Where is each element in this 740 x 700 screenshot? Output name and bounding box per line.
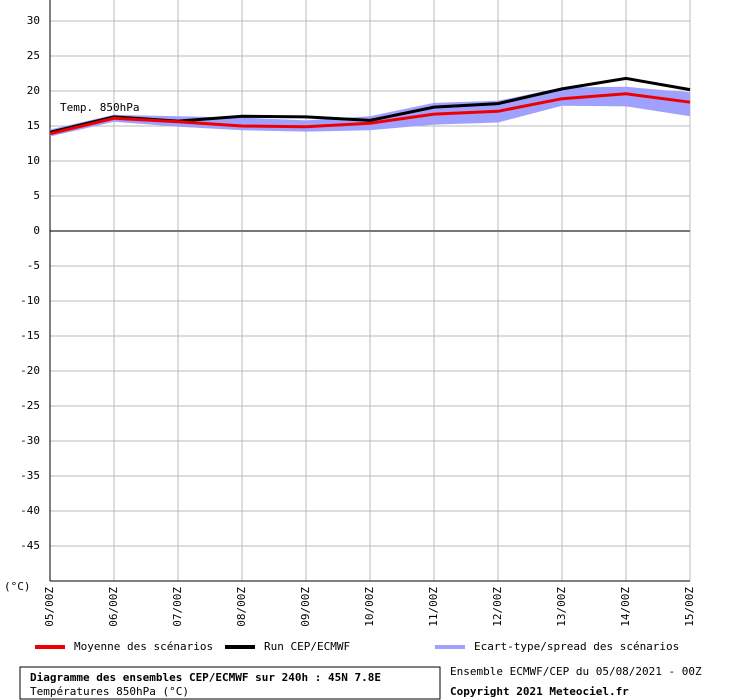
y-tick-label: 30: [27, 14, 40, 27]
y-tick-label: 20: [27, 84, 40, 97]
x-tick-label: 11/00Z: [427, 587, 440, 627]
y-unit: (°C): [4, 580, 31, 593]
x-tick-label: 07/00Z: [171, 587, 184, 627]
x-tick-label: 05/00Z: [43, 587, 56, 627]
legend-label: Ecart-type/spread des scénarios: [474, 640, 679, 653]
footer-box: [19, 666, 441, 700]
y-tick-label: -25: [20, 399, 40, 412]
x-tick-label: 09/00Z: [299, 587, 312, 627]
x-tick-label: 08/00Z: [235, 587, 248, 627]
y-tick-label: 0: [33, 224, 40, 237]
x-tick-label: 12/00Z: [491, 587, 504, 627]
x-tick-label: 13/00Z: [555, 587, 568, 627]
x-tick-label: 15/00Z: [683, 587, 696, 627]
footer-subtitle: Températures 850hPa (°C): [30, 685, 189, 698]
legend-label: Run CEP/ECMWF: [264, 640, 350, 653]
x-tick-label: 10/00Z: [363, 587, 376, 627]
y-tick-label: -5: [27, 259, 40, 272]
y-tick-label: 10: [27, 154, 40, 167]
footer-run: Ensemble ECMWF/CEP du 05/08/2021 - 00Z: [450, 665, 702, 678]
y-tick-label: 25: [27, 49, 40, 62]
annotation: Temp. 850hPa: [60, 101, 139, 114]
y-tick-label: -30: [20, 434, 40, 447]
y-tick-label: -20: [20, 364, 40, 377]
y-tick-label: 15: [27, 119, 40, 132]
y-tick-label: 5: [33, 189, 40, 202]
series-line: [49, 92, 691, 136]
y-tick-label: -15: [20, 329, 40, 342]
footer-copyright: Copyright 2021 Meteociel.fr: [450, 685, 629, 698]
y-tick-label: -10: [20, 294, 40, 307]
y-tick-label: -40: [20, 504, 40, 517]
y-tick-label: -35: [20, 469, 40, 482]
legend-label: Moyenne des scénarios: [74, 640, 213, 653]
footer-title: Diagramme des ensembles CEP/ECMWF sur 24…: [30, 671, 381, 684]
x-tick-label: 06/00Z: [107, 587, 120, 627]
y-tick-label: -45: [20, 539, 40, 552]
x-tick-label: 14/00Z: [619, 587, 632, 627]
